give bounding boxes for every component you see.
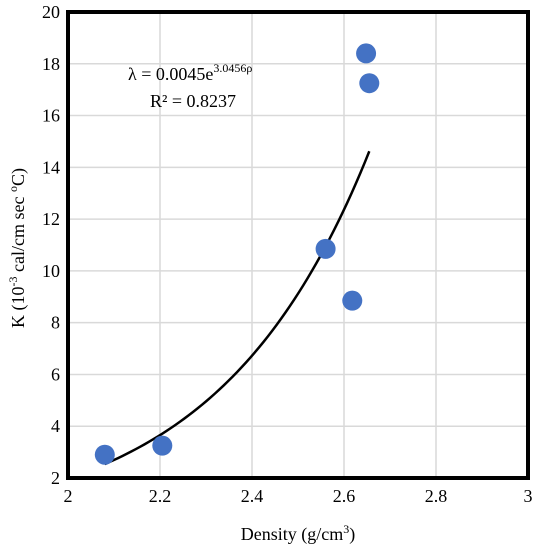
data-points xyxy=(94,43,380,465)
x-tick-labels: 2 2.2 2.4 2.6 2.8 3 xyxy=(64,486,533,506)
y-tick-label: 6 xyxy=(51,364,60,384)
y-tick-label: 16 xyxy=(42,106,60,126)
x-tick-label: 2.2 xyxy=(149,486,172,506)
y-tick-label: 20 xyxy=(42,2,60,22)
x-tick-label: 2.6 xyxy=(333,486,356,506)
y-tick-label: 12 xyxy=(42,209,60,229)
y-tick-label: 10 xyxy=(42,261,60,281)
equation-exponent: 3.0456ρ xyxy=(213,61,252,75)
trendline-equation: λ = 0.0045e3.0456ρ xyxy=(128,61,252,84)
trendline xyxy=(104,150,371,466)
data-point xyxy=(359,73,380,94)
x-tick-label: 2.4 xyxy=(241,486,264,506)
data-point xyxy=(152,435,173,456)
y-tick-label: 18 xyxy=(42,54,60,74)
y-tick-label: 2 xyxy=(51,468,60,488)
y-tick-label: 14 xyxy=(42,157,60,177)
y-tick-label: 8 xyxy=(51,313,60,333)
x-tick-label: 3 xyxy=(524,486,533,506)
r-squared-label: R² = 0.8237 xyxy=(150,91,236,111)
data-point xyxy=(356,43,377,64)
data-point xyxy=(94,444,115,465)
x-tick-label: 2 xyxy=(64,486,73,506)
x-axis-title: Density (g/cm3) xyxy=(241,522,355,545)
data-point xyxy=(342,290,363,311)
y-tick-label: 4 xyxy=(51,416,60,436)
plot-border xyxy=(66,10,530,480)
data-point xyxy=(315,238,336,259)
x-tick-label: 2.8 xyxy=(425,486,448,506)
plot-frame xyxy=(66,10,530,480)
y-axis-title: K (10-3 cal/cm sec oC) xyxy=(6,168,29,328)
y-tick-labels: 2 4 6 8 10 12 14 16 18 20 xyxy=(42,2,60,488)
trendline-group xyxy=(104,150,371,466)
